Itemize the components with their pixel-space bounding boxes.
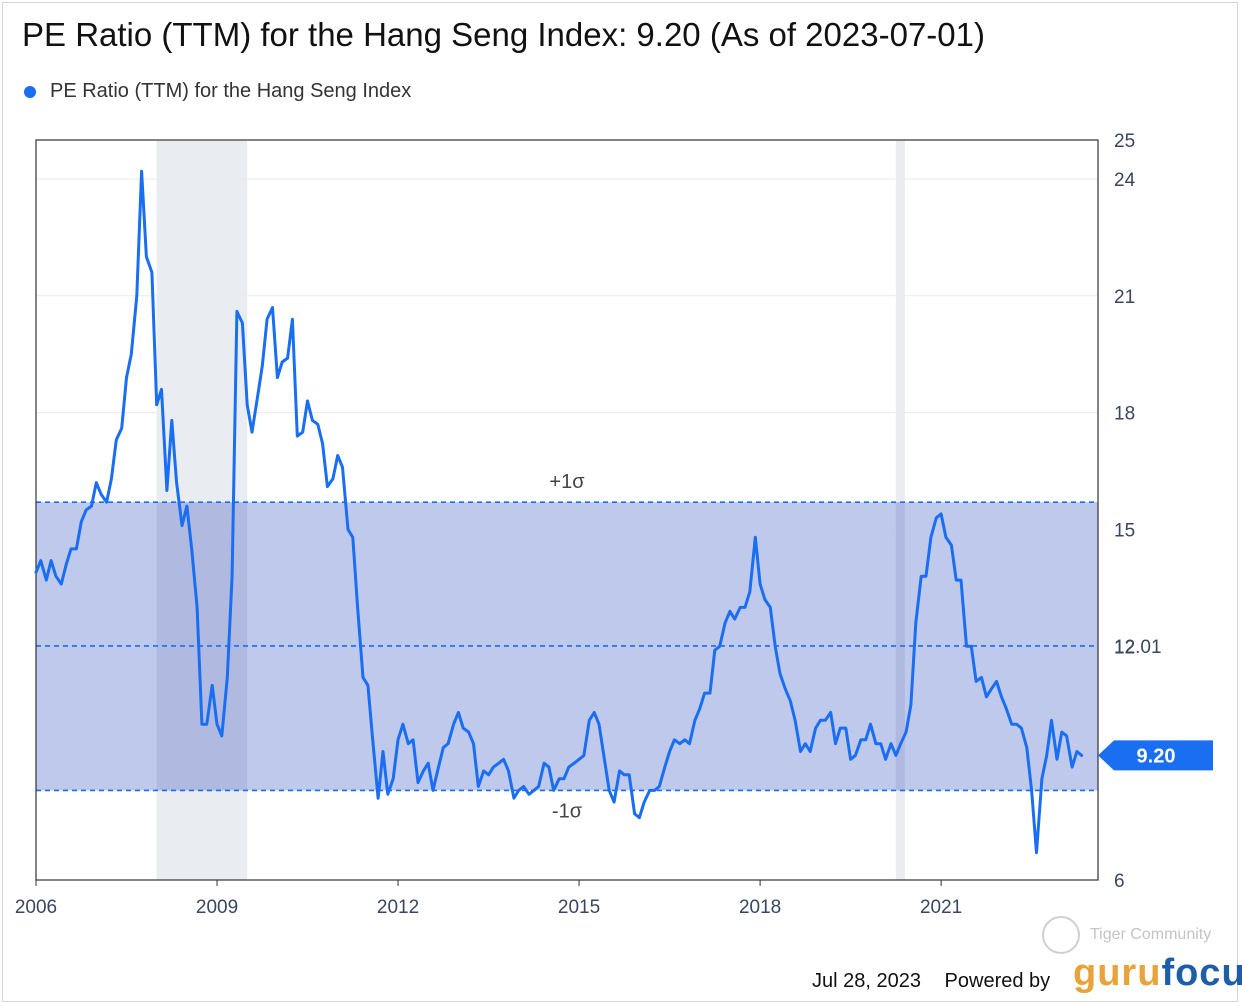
y-axis-ticks: 6 12.01 15 18 21 24 25 12 — [1114, 131, 1162, 892]
x-tick-label-0: 2006 — [15, 897, 57, 918]
sigma-band-group — [36, 501, 1098, 792]
y-tick-label-4: 21 — [1114, 287, 1135, 308]
footer: Jul 28, 2023 Powered by — [812, 970, 1068, 993]
current-value-label: 9.20 — [1137, 745, 1176, 767]
series-group — [34, 169, 1084, 855]
current-value-arrow — [1098, 740, 1213, 771]
plus-1-sigma-label: +1σ — [549, 471, 585, 493]
x-tick-label-1: 2009 — [196, 897, 238, 918]
y-tick-label-3: 18 — [1114, 404, 1135, 425]
footer-date: Jul 28, 2023 — [812, 970, 921, 992]
watermark: Tiger Community — [1042, 916, 1211, 954]
x-tick-label-2: 2012 — [377, 897, 419, 918]
x-tick-label-5: 2021 — [920, 897, 962, 918]
y-tick-label-2: 15 — [1114, 520, 1135, 541]
brand-part-guru: guru — [1073, 952, 1162, 994]
y-tick-label-5: 24 — [1114, 170, 1136, 191]
tiger-logo-icon — [1042, 916, 1080, 954]
plot-area-border — [35, 139, 1099, 881]
legend-label: PE Ratio (TTM) for the Hang Seng Index — [50, 80, 412, 102]
y-tick-label-6: 25 — [1114, 131, 1135, 152]
x-axis-ticks: 2006 2009 2012 2015 2018 2021 — [15, 880, 962, 918]
current-value-callout-group: 9.20 — [1098, 740, 1213, 771]
y-tick-label-overlap: 12 — [1114, 637, 1135, 658]
y-tick-label-0: 6 — [1114, 871, 1125, 892]
band-labels-group: +1σ -1σ — [549, 471, 585, 822]
chart-title: PE Ratio (TTM) for the Hang Seng Index: … — [22, 16, 985, 53]
y-tick-label-1: 12.01 — [1114, 637, 1162, 658]
x-tick-label-3: 2015 — [558, 897, 600, 918]
series-line — [34, 169, 1084, 855]
minus-1-sigma-label: -1σ — [552, 800, 583, 822]
footer-powered-by: Powered by — [944, 970, 1051, 992]
watermark-text: Tiger Community — [1090, 926, 1212, 943]
brand-part-focus: focus — [1161, 952, 1242, 994]
x-tick-label-4: 2018 — [739, 897, 781, 918]
gurufocus-logo[interactable]: gurufocus — [1073, 952, 1242, 995]
legend[interactable]: PE Ratio (TTM) for the Hang Seng Index — [24, 80, 411, 103]
legend-marker — [24, 85, 36, 98]
